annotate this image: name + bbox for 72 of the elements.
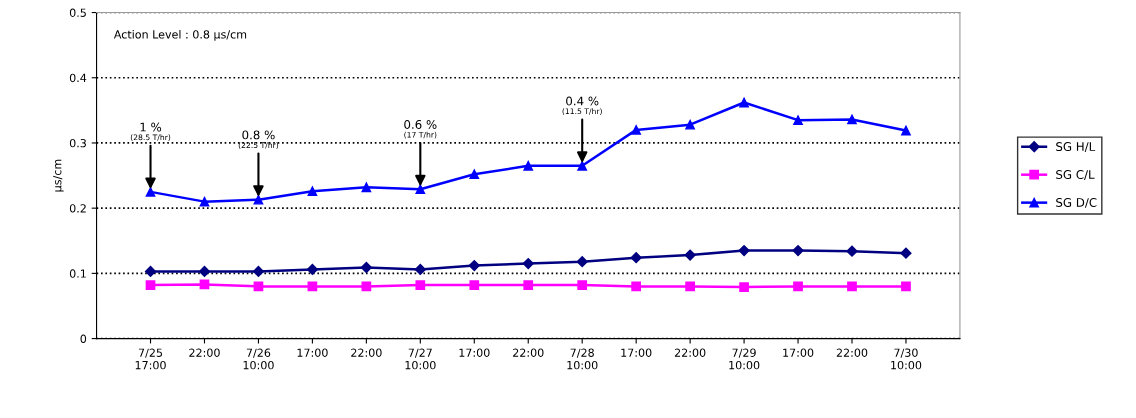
annotation: 1 % [140,122,162,132]
x-tick-label: 7/27 10:00 [405,348,436,370]
point [631,281,642,292]
point [576,256,588,268]
point [630,252,642,264]
point [144,265,157,278]
point [793,281,803,292]
x-tick-label: 17:00 [459,348,490,357]
legend-label: SG C/L [1056,170,1095,180]
point [738,244,750,257]
point [847,281,857,292]
point [522,257,534,270]
y-tick-label: 0.3 [69,138,86,148]
point [145,280,156,290]
point [253,194,264,205]
point [685,119,695,130]
point [415,280,426,290]
point [414,263,426,276]
y-tick-label: 0.1 [69,269,86,278]
point [307,186,318,197]
annotation: Action Level : 0.8 μs/cm [113,29,247,41]
y-tick-label: 0 [80,334,87,343]
legend-label: SG H/L [1056,142,1096,152]
point [523,160,534,171]
annotation: 0.6 % [404,120,437,129]
point [577,280,588,290]
point [631,125,642,135]
y-tick-label: 0.2 [69,204,86,213]
point [469,169,480,180]
point [900,247,912,259]
point [577,160,588,171]
point [415,184,426,195]
point [684,249,696,261]
point [901,125,911,136]
legend-label: SG D/C [1056,198,1097,208]
point [198,265,211,278]
point [306,263,319,276]
point [847,114,857,125]
point [199,196,210,207]
point [145,187,156,197]
point [685,281,695,292]
point [739,97,749,108]
point [846,245,858,257]
point [361,182,372,193]
x-tick-label: 22:00 [836,348,868,357]
x-tick-label: 7/25 17:00 [135,348,166,370]
point [523,280,534,290]
point [793,115,803,125]
point [792,244,804,257]
x-tick-label: 22:00 [189,348,220,357]
annotation: 0.8 % [242,130,275,140]
y-tick-label: 0.5 [69,8,86,17]
point [252,265,265,278]
x-tick-label: 17:00 [621,348,652,357]
point [361,281,372,292]
point [360,261,372,274]
y-tick-label: 0.4 [69,73,87,83]
x-tick-label: 7/30 10:00 [891,348,922,370]
x-tick-label: 7/28 10:00 [567,348,598,370]
point [468,259,480,272]
x-tick-label: 22:00 [351,348,382,357]
point [901,281,911,292]
point [739,282,749,292]
x-tick-label: 17:00 [297,348,328,357]
y-axis-title: μs/cm [53,159,64,192]
x-tick-label: 7/29 10:00 [729,348,760,370]
x-tick-label: 22:00 [513,348,544,357]
x-tick-label: 17:00 [783,348,814,357]
x-tick-label: 22:00 [674,348,706,357]
x-tick-label: 7/26 10:00 [243,348,274,370]
point [469,280,480,290]
annotation: 0.4 % [566,96,599,106]
